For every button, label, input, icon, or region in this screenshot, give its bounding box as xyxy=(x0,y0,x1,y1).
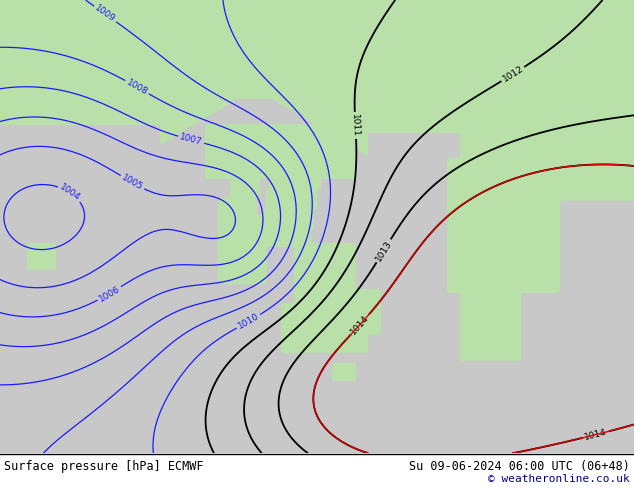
Text: 1010: 1010 xyxy=(236,312,261,331)
Text: 1013: 1013 xyxy=(374,239,394,263)
Text: 1008: 1008 xyxy=(125,77,149,97)
Text: 1006: 1006 xyxy=(97,284,122,303)
Text: 1004: 1004 xyxy=(58,183,82,203)
Text: Surface pressure [hPa] ECMWF: Surface pressure [hPa] ECMWF xyxy=(4,460,204,473)
Text: © weatheronline.co.uk: © weatheronline.co.uk xyxy=(488,474,630,484)
Text: 1005: 1005 xyxy=(120,173,145,192)
Text: 1007: 1007 xyxy=(179,132,204,147)
Text: 1012: 1012 xyxy=(501,64,525,84)
Text: 1014: 1014 xyxy=(583,427,608,442)
Text: 1009: 1009 xyxy=(93,4,117,24)
Text: Su 09-06-2024 06:00 UTC (06+48): Su 09-06-2024 06:00 UTC (06+48) xyxy=(409,460,630,473)
Text: 1014: 1014 xyxy=(349,313,371,336)
Text: 1011: 1011 xyxy=(351,114,361,137)
